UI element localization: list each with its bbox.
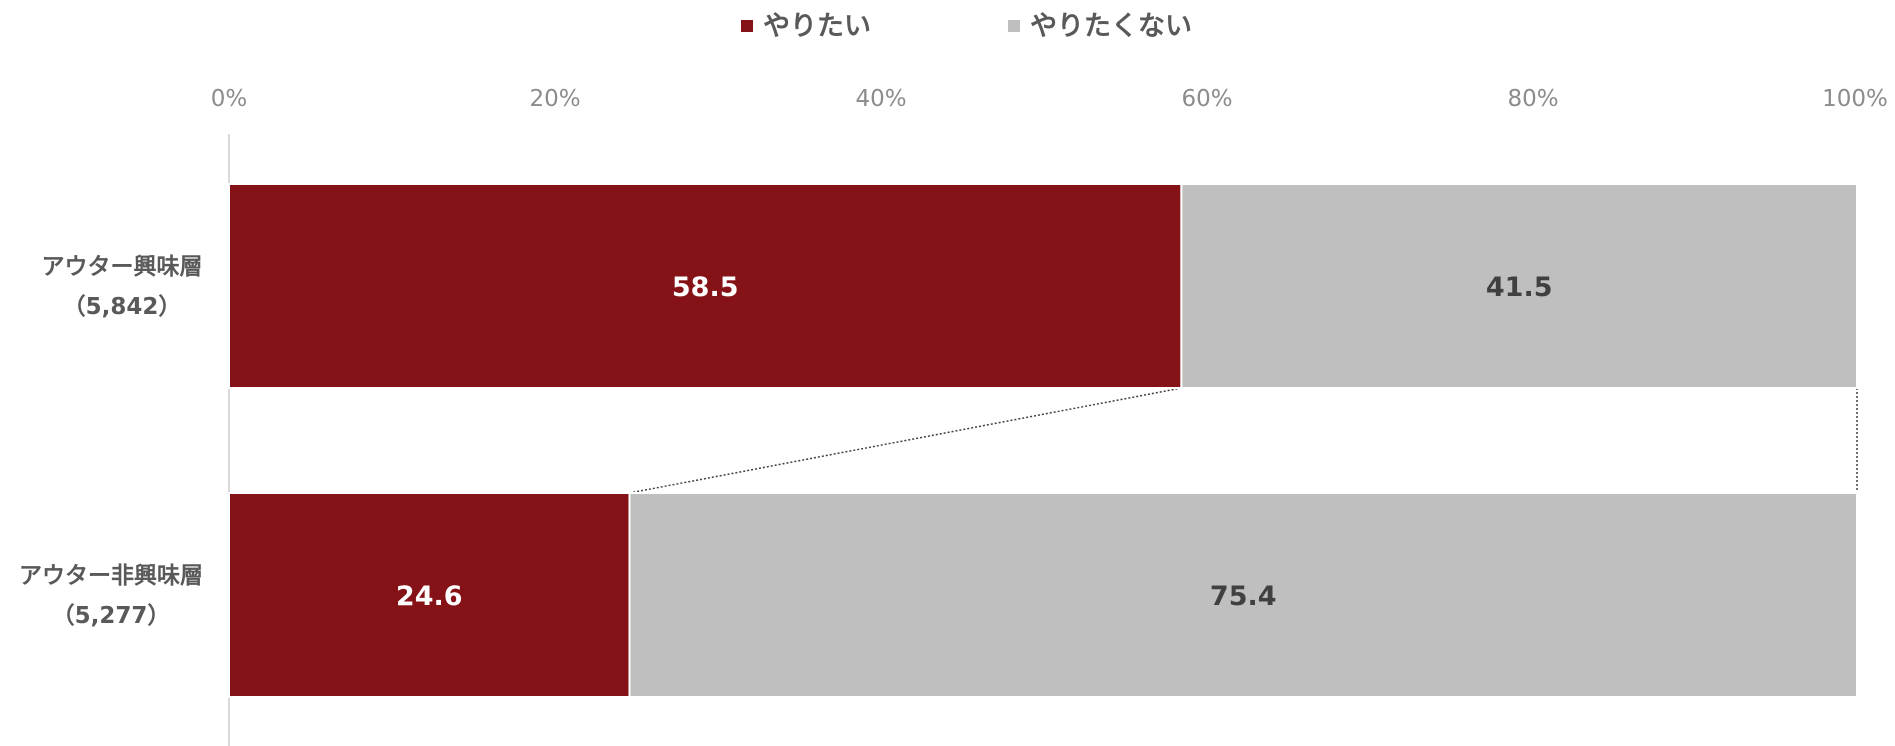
x-tick-label-80: 80%	[1507, 86, 1558, 112]
value-label-want-1: 24.6	[396, 581, 463, 612]
x-tick-label-20: 20%	[529, 86, 580, 112]
x-tick-label-100: 100%	[1822, 86, 1888, 112]
legend-swatch-not-want	[1008, 20, 1020, 32]
legend-swatch-want	[741, 20, 753, 32]
series-line-want	[629, 387, 1182, 494]
value-labels: 58.5 24.6 41.5 75.4	[396, 272, 1553, 612]
bars	[228, 183, 1858, 698]
bar-not-want-1	[628, 492, 1858, 698]
legend-label-not-want: やりたくない	[1030, 11, 1192, 42]
y-axis: アウター興味層 （5,842） アウター非興味層 （5,277）	[19, 253, 203, 629]
value-label-not-want-1: 75.4	[1210, 581, 1277, 612]
value-label-not-want-0: 41.5	[1486, 272, 1553, 303]
category-count-1: （5,277）	[52, 602, 171, 629]
category-count-0: （5,842）	[63, 293, 182, 320]
x-tick-label-40: 40%	[855, 86, 906, 112]
legend-label-want: やりたい	[763, 11, 871, 42]
bar-not-want-0	[1180, 183, 1858, 389]
legend: やりたい やりたくない	[741, 11, 1192, 42]
category-label-1: アウター非興味層	[19, 562, 203, 589]
series-lines	[629, 387, 1858, 494]
x-tick-label-60: 60%	[1181, 86, 1232, 112]
x-tick-label-0: 0%	[211, 86, 248, 112]
category-label-0: アウター興味層	[42, 253, 203, 280]
x-axis: 0% 20% 40% 60% 80% 100%	[211, 86, 1888, 112]
value-label-want-0: 58.5	[672, 272, 739, 303]
